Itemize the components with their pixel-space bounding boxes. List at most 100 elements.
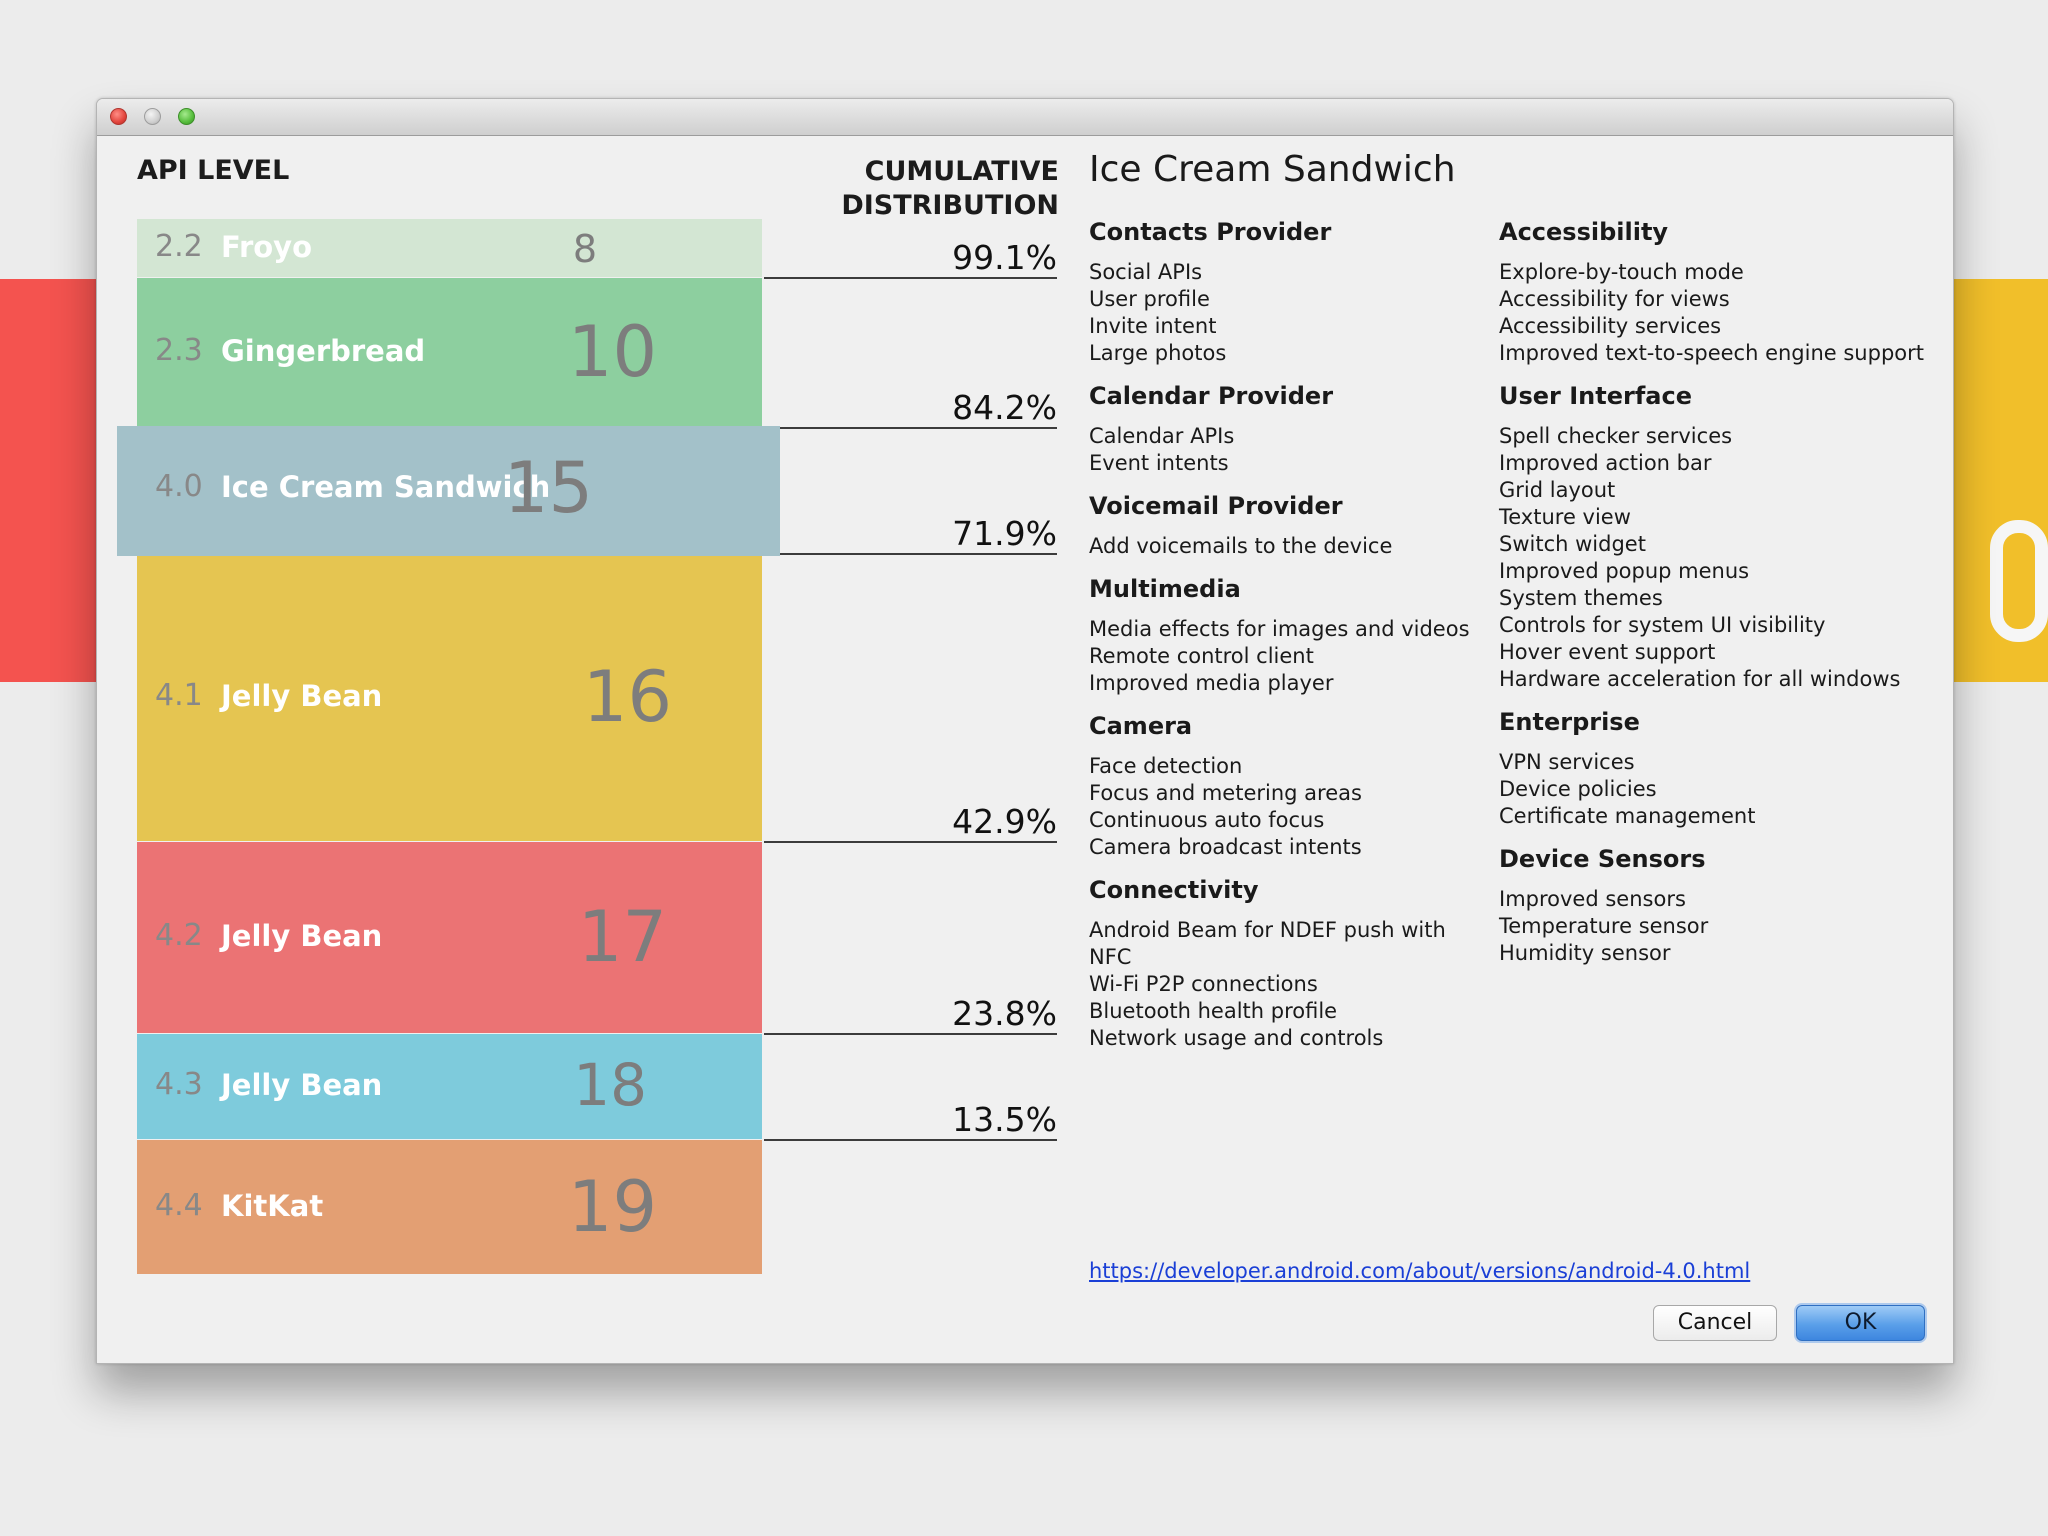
feature-section-title: Device Sensors [1499,845,1706,873]
cumulative-divider [764,1139,1057,1141]
cumulative-percentage: 23.8% [952,994,1057,1033]
version-name: Froyo [221,230,313,264]
api-level-number: 16 [582,656,672,738]
feature-item: Continuous auto focus [1089,808,1325,832]
feature-item: Invite intent [1089,314,1217,338]
cumulative-percentage: 13.5% [952,1100,1057,1139]
documentation-link[interactable]: https://developer.android.com/about/vers… [1089,1259,1751,1283]
feature-section-title: Accessibility [1499,218,1669,246]
feature-section-title: User Interface [1499,382,1692,410]
cumulative-distribution-header: CUMULATIVE DISTRIBUTION [841,156,1059,221]
feature-section-title: Connectivity [1089,876,1259,904]
version-detail-title: Ice Cream Sandwich [1089,149,1456,190]
version-number: 4.4 [155,1188,203,1223]
api-level-number: 19 [567,1166,657,1248]
feature-item: Large photos [1089,341,1227,365]
feature-list: Spell checker services Improved action ba… [1499,423,1929,693]
version-bar-15[interactable]: 4.0 Ice Cream Sandwich 15 [117,426,780,556]
ok-button[interactable]: OK [1796,1305,1925,1341]
feature-section-title: Contacts Provider [1089,218,1332,246]
feature-item: Network usage and controls [1089,1026,1384,1050]
feature-section-title: Camera [1089,712,1193,740]
version-name: KitKat [221,1189,324,1223]
feature-column-right: Accessibility Explore-by-touch mode Access… [1499,217,1929,981]
close-window-icon[interactable] [110,108,127,125]
feature-item: Bluetooth health profile [1089,999,1338,1023]
feature-item: Grid layout [1499,478,1616,502]
version-number: 2.2 [155,229,203,264]
feature-section-title: Calendar Provider [1089,382,1334,410]
feature-section-title: Enterprise [1499,708,1640,736]
feature-item: Event intents [1089,451,1229,475]
minimize-window-icon[interactable] [144,108,161,125]
feature-item: VPN services [1499,750,1635,774]
background-red-band [0,279,100,682]
version-bar-17[interactable]: 4.2 Jelly Bean 17 [137,842,762,1033]
version-number: 2.3 [155,333,203,368]
feature-section-title: Multimedia [1089,575,1241,603]
api-level-number: 10 [567,311,657,393]
cumulative-divider [764,1033,1057,1035]
feature-item: Camera broadcast intents [1089,835,1362,859]
feature-item: Media effects for images and videos [1089,617,1470,641]
feature-item: Certificate management [1499,804,1756,828]
feature-item: Accessibility for views [1499,287,1730,311]
feature-item: Remote control client [1089,644,1314,668]
cumulative-divider [764,427,1057,429]
version-bar-18[interactable]: 4.3 Jelly Bean 18 [137,1034,762,1139]
feature-item: Hardware acceleration for all windows [1499,667,1901,691]
api-level-number: 15 [503,447,593,529]
cumulative-percentage: 84.2% [952,388,1057,427]
api-level-number: 18 [573,1051,647,1119]
feature-item: Improved text-to-speech engine support [1499,341,1924,365]
version-bar-10[interactable]: 2.3 Gingerbread 10 [137,278,762,427]
version-number: 4.2 [155,918,203,953]
version-name: Jelly Bean [221,919,383,953]
feature-list: Media effects for images and videos Remot… [1089,616,1489,697]
feature-item: Calendar APIs [1089,424,1235,448]
feature-item: Focus and metering areas [1089,781,1362,805]
feature-list: Add voicemails to the device [1089,533,1489,560]
version-bar-8[interactable]: 2.2 Froyo 8 [137,219,762,277]
feature-item: System themes [1499,586,1663,610]
feature-list: Calendar APIs Event intents [1089,423,1489,477]
feature-item: Accessibility services [1499,314,1722,338]
window-titlebar [97,99,1953,136]
feature-section-title: Voicemail Provider [1089,492,1343,520]
feature-item: Improved popup menus [1499,559,1750,583]
feature-list: Explore-by-touch mode Accessibility for v… [1499,259,1929,367]
feature-list: Improved sensors Temperature sensor Humidi… [1499,886,1929,967]
version-name: Gingerbread [221,334,426,368]
version-number: 4.3 [155,1067,203,1102]
cumulative-divider [764,553,1057,555]
feature-item: Spell checker services [1499,424,1733,448]
feature-item: Switch widget [1499,532,1646,556]
version-bar-19[interactable]: 4.4 KitKat 19 [137,1140,762,1274]
feature-item: Device policies [1499,777,1657,801]
zoom-window-icon[interactable] [178,108,195,125]
feature-list: VPN services Device policies Certificate m… [1499,749,1929,830]
feature-item: Humidity sensor [1499,941,1671,965]
cumulative-percentage: 71.9% [952,514,1057,553]
version-name: Ice Cream Sandwich [221,470,551,504]
cancel-button[interactable]: Cancel [1653,1305,1777,1341]
feature-item: Improved sensors [1499,887,1686,911]
cumulative-percentage: 99.1% [952,238,1057,277]
api-level-number: 17 [577,896,667,978]
feature-item: User profile [1089,287,1210,311]
version-number: 4.1 [155,678,203,713]
feature-item: Hover event support [1499,640,1716,664]
api-level-number: 8 [572,227,597,271]
api-level-header: API LEVEL [137,155,290,186]
cumulative-divider [764,841,1057,843]
feature-item: Android Beam for NDEF push with NFC [1089,918,1446,969]
distribution-dialog: API LEVEL CUMULATIVE DISTRIBUTION 2.2 Fro… [96,98,1954,1364]
feature-list: Android Beam for NDEF push with NFC Wi-Fi… [1089,917,1489,1052]
feature-list: Face detection Focus and metering areas Co… [1089,753,1489,861]
cumulative-divider [764,277,1057,279]
feature-item: Texture view [1499,505,1631,529]
feature-item: Face detection [1089,754,1243,778]
version-bar-16[interactable]: 4.1 Jelly Bean 16 [137,554,762,841]
version-number: 4.0 [155,469,203,504]
feature-list: Social APIs User profile Invite intent Larg… [1089,259,1489,367]
